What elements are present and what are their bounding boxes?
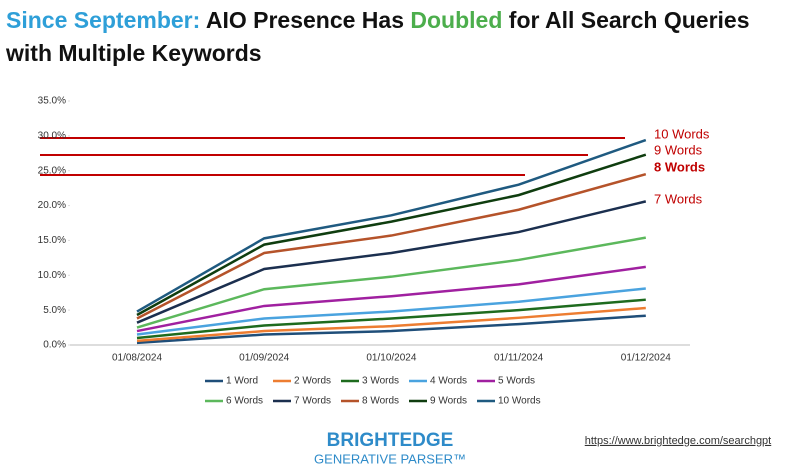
chart-title: Since September: AIO Presence Has Double… [6, 4, 796, 70]
legend-label: 5 Words [498, 376, 535, 387]
x-tick-label: 01/09/2024 [239, 353, 289, 364]
series-line [136, 153, 647, 317]
title-segment: Since September: [6, 7, 201, 33]
legend-label: 4 Words [430, 376, 467, 387]
legend-label: 8 Words [362, 396, 399, 407]
series-line [136, 298, 646, 340]
y-tick-label: 30.0% [38, 130, 66, 141]
legend-label: 3 Words [362, 376, 399, 387]
y-tick-label: 25.0% [38, 165, 66, 176]
series-line [136, 200, 647, 324]
series-line [136, 265, 646, 333]
annotation: 8 Words [654, 159, 705, 174]
product: GENERATIVE PARSER™ [314, 451, 466, 466]
legend-label: 2 Words [294, 376, 331, 387]
annotation: 9 Words [654, 142, 703, 157]
legend-label: 1 Word [226, 376, 258, 387]
legend-label: 9 Words [430, 396, 467, 407]
legend-label: 10 Words [498, 396, 541, 407]
series-line [136, 287, 646, 336]
y-tick-label: 0.0% [43, 340, 66, 351]
y-tick-label: 5.0% [43, 305, 66, 316]
x-tick-label: 01/12/2024 [621, 353, 671, 364]
source-url: https://www.brightedge.com/searchgpt [585, 435, 771, 447]
brand: BRIGHTEDGE [327, 430, 454, 451]
annotation: 7 Words [654, 191, 703, 206]
y-tick-label: 20.0% [38, 200, 66, 211]
series-line [136, 236, 647, 329]
series-line [136, 306, 646, 343]
series-line [136, 138, 647, 313]
title-segment: Doubled [410, 7, 503, 33]
series-line [136, 314, 646, 345]
title-segment: AIO Presence Has [200, 7, 411, 33]
x-tick-label: 01/10/2024 [366, 353, 416, 364]
legend-label: 6 Words [226, 396, 263, 407]
x-tick-label: 01/11/2024 [494, 353, 544, 364]
title-segment: for All Search Queries with Multiple Key… [6, 7, 756, 66]
y-tick-label: 15.0% [38, 235, 66, 246]
y-tick-label: 10.0% [38, 270, 66, 281]
series-line [136, 172, 647, 320]
y-tick-label: 35.0% [38, 96, 66, 107]
x-tick-label: 01/08/2024 [112, 353, 162, 364]
annotation: 10 Words [654, 126, 710, 141]
legend-label: 7 Words [294, 396, 331, 407]
